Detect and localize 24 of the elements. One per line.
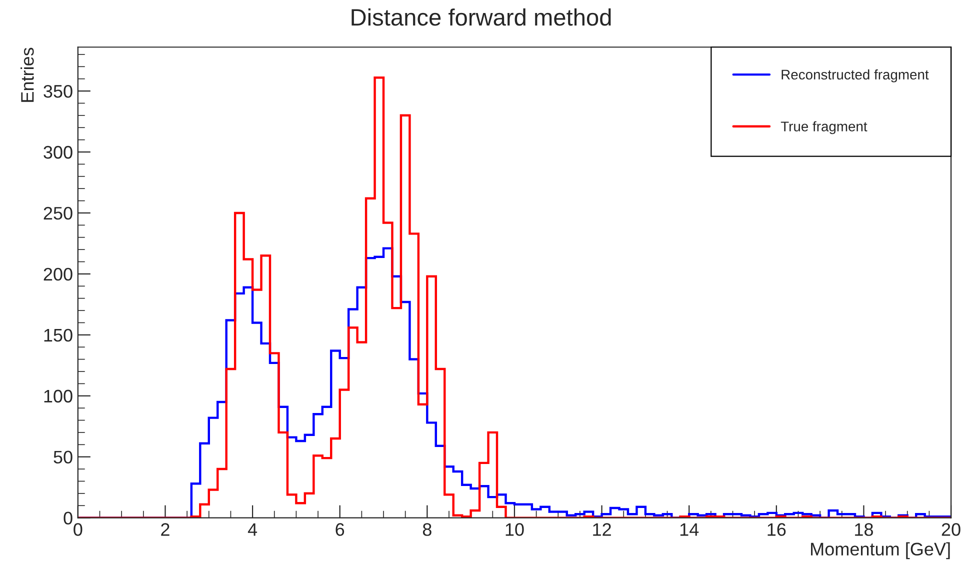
x-tick-label: 12 [593, 523, 611, 536]
y-tick-label: 0 [64, 512, 72, 525]
legend-label: Reconstructed fragment [782, 69, 929, 82]
y-tick-label: 300 [44, 146, 72, 159]
legend-label: True fragment [780, 121, 868, 134]
x-tick-label: 16 [768, 523, 786, 536]
x-tick-label: 20 [942, 523, 960, 536]
x-tick-label: 18 [855, 523, 873, 536]
x-tick-label: 2 [161, 523, 170, 536]
y-tick-label: 50 [54, 450, 72, 464]
x-tick-label: 10 [506, 523, 524, 536]
y-tick-label: 250 [44, 206, 72, 220]
y-axis-title: Entries [20, 48, 34, 102]
y-tick-label: 200 [44, 268, 72, 281]
y-tick-label: 350 [44, 84, 72, 98]
y-tick-label: 150 [44, 328, 72, 342]
x-tick-label: 6 [336, 523, 344, 536]
x-tick-label: 4 [248, 523, 258, 536]
chart-title: Distance forward method [352, 8, 611, 26]
y-tick-label: 100 [44, 390, 72, 403]
x-tick-label: 0 [74, 523, 82, 536]
x-tick-label: 14 [680, 523, 699, 536]
x-axis-title: Momentum [GeV] [811, 542, 950, 560]
x-tick-label: 8 [422, 523, 432, 536]
